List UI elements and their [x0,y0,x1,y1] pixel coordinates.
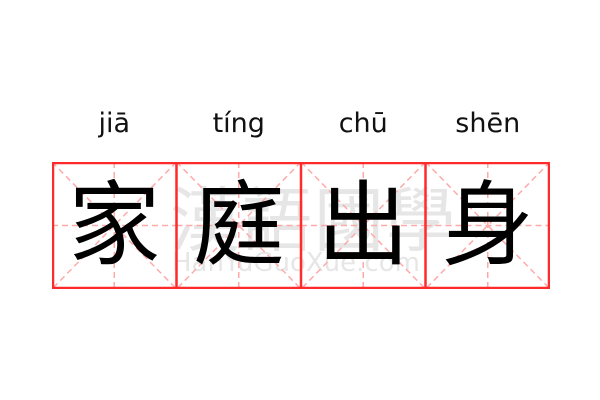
character-cell-3: 出 [317,171,410,279]
character-cell-1: 家 [68,171,161,279]
character-cell-2: 庭 [192,171,285,279]
pinyin-1: jiā [98,108,131,139]
pinyin-2: tíng [212,108,265,139]
pinyin-4: shēn [455,108,521,139]
character-cell-4: 身 [441,171,534,279]
grid-lines [52,162,550,289]
pinyin-3: chū [338,108,388,139]
pinyin-row: jiā tíng chū shēn [52,108,550,139]
character-grid: 家 庭 出 身 [52,162,550,289]
